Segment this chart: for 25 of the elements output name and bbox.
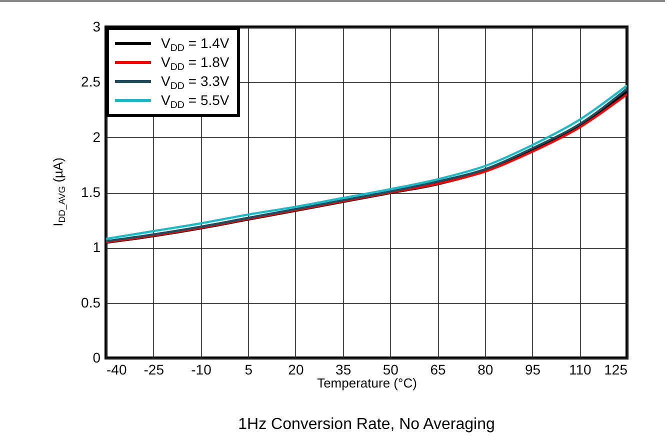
legend-label: V$_{DD}$ = 5.5V [161,91,230,111]
legend-label: V$_{DD}$ = 3.3V [161,72,230,92]
x-axis-title: Temperature (°C) [317,376,417,390]
y-tick-label: 2 [92,128,101,145]
x-tick-label: -10 [191,362,212,378]
y-tick-label: 0.5 [81,294,101,310]
y-tick-label: 3 [92,18,101,34]
x-tick-label: 5 [244,362,253,378]
y-tick-label: 1.5 [81,184,101,200]
x-tick-label: -40 [106,362,127,378]
x-tick-label: 80 [478,362,494,378]
text: 1Hz Conversion Rate, No Averaging [238,416,495,433]
x-tick-label: 65 [430,362,446,378]
y-tick-label: 2.5 [81,74,101,90]
x-tick-label: 35 [336,362,352,378]
y-tick-label: 0 [92,350,101,366]
legend-label: V$_{DD}$ = 1.4V [161,34,230,54]
x-tick-label: 95 [524,362,541,378]
x-tick-label: 50 [382,362,399,378]
y-tick-label: 1 [92,239,101,256]
x-tick-label: -25 [144,362,164,378]
x-tick-label: 20 [288,362,304,378]
x-tick-label: 125 [604,362,628,378]
x-tick-label: 110 [568,362,592,378]
legend-label: V$_{DD}$ = 1.8V [161,53,230,73]
